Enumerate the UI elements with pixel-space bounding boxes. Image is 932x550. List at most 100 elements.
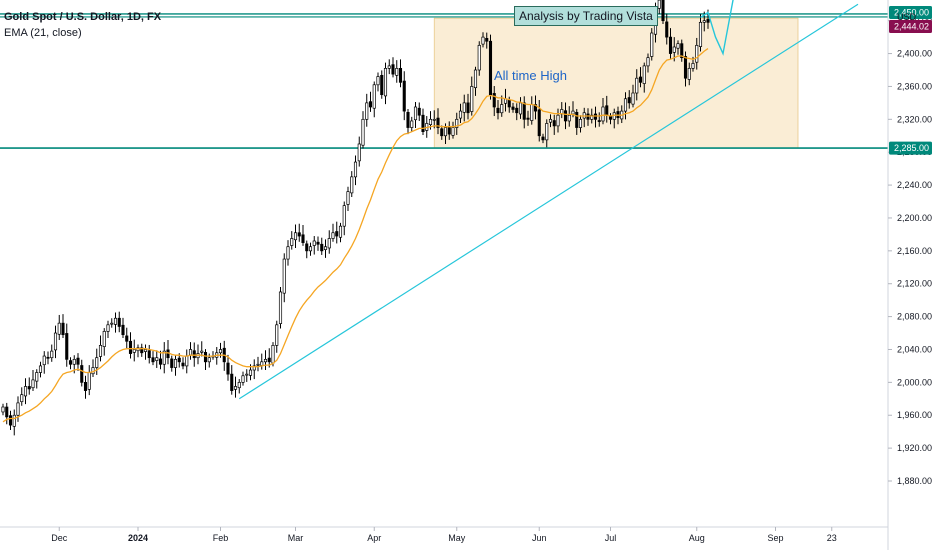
candle xyxy=(83,375,88,399)
candle-body xyxy=(383,68,388,97)
candle-body xyxy=(372,84,376,109)
candle xyxy=(20,387,24,406)
candle-body xyxy=(451,127,455,136)
candle xyxy=(361,111,365,149)
candle-body xyxy=(46,356,50,359)
candle-body xyxy=(256,363,260,366)
ascending-trendline xyxy=(238,3,859,400)
candle xyxy=(297,223,301,242)
candle-body xyxy=(106,324,110,332)
candle-body xyxy=(248,369,253,376)
candle xyxy=(646,53,650,73)
candle xyxy=(102,328,106,356)
candle-body xyxy=(417,107,421,116)
candle-body xyxy=(140,347,144,354)
candle-body xyxy=(571,110,575,115)
candle-body xyxy=(95,357,99,368)
price-label: 2,285.00 xyxy=(889,141,932,155)
candle-body xyxy=(578,118,583,128)
candle xyxy=(488,34,493,100)
candle-body xyxy=(376,76,380,86)
candle xyxy=(372,81,376,118)
candle xyxy=(147,344,151,364)
currency-label[interactable]: USD xyxy=(897,12,917,22)
candle xyxy=(65,323,69,367)
candle-body xyxy=(293,232,298,241)
candle-body xyxy=(698,21,703,47)
candle-body xyxy=(38,365,43,373)
candle xyxy=(143,344,148,360)
candle-body xyxy=(447,125,451,135)
candle-body xyxy=(496,107,500,114)
candle-body xyxy=(668,36,673,54)
candle xyxy=(650,28,654,61)
candle-body xyxy=(16,402,20,416)
candle xyxy=(320,237,324,255)
candle xyxy=(200,341,204,357)
candle xyxy=(496,100,500,120)
candle-body xyxy=(110,322,114,325)
price-label-bg xyxy=(889,19,932,33)
candle xyxy=(518,97,523,119)
candle-body xyxy=(695,44,699,63)
candle-body xyxy=(432,118,436,121)
candle xyxy=(125,327,129,349)
candle-body xyxy=(466,102,470,114)
candle xyxy=(117,311,121,333)
candle-body xyxy=(271,345,275,364)
candle-body xyxy=(646,57,650,67)
candle xyxy=(631,84,635,108)
candle-body xyxy=(365,102,369,120)
candle-body xyxy=(357,143,361,162)
candle xyxy=(481,32,485,48)
candle-body xyxy=(687,68,691,80)
y-tick-label: 1,920.00 xyxy=(897,443,932,453)
candle-body xyxy=(230,373,234,391)
candle xyxy=(312,236,316,255)
candle-body xyxy=(151,357,155,363)
candle-body xyxy=(608,116,613,120)
candle xyxy=(406,109,410,135)
analysis-banner: Analysis by Trading Vista xyxy=(514,6,658,26)
candle xyxy=(597,112,601,127)
candle xyxy=(477,41,481,76)
candle-body xyxy=(218,349,223,354)
candle-body xyxy=(170,358,174,368)
candle-body xyxy=(638,76,643,83)
candle xyxy=(140,343,144,357)
candle-body xyxy=(533,104,538,112)
candle xyxy=(23,378,28,405)
candle-body xyxy=(657,0,661,9)
candle-body xyxy=(631,92,635,105)
price-label-bg xyxy=(889,5,932,19)
candle xyxy=(323,239,328,258)
candle xyxy=(440,125,444,140)
candle xyxy=(237,379,241,394)
candle-body xyxy=(470,86,474,112)
candle xyxy=(128,332,133,359)
candle xyxy=(342,201,346,236)
candle-body xyxy=(267,357,271,363)
candle xyxy=(376,72,380,92)
candle-body xyxy=(642,65,646,84)
candle xyxy=(132,339,136,362)
candle xyxy=(380,70,384,99)
candle xyxy=(8,410,13,431)
candle xyxy=(267,348,271,368)
candle xyxy=(136,344,140,358)
candle xyxy=(548,114,553,128)
candle-body xyxy=(650,32,654,57)
candle-body xyxy=(155,357,159,361)
candle xyxy=(623,92,628,120)
candle xyxy=(338,222,343,243)
candle-body xyxy=(20,394,24,403)
candle xyxy=(98,335,103,362)
candle-body xyxy=(635,77,639,94)
candle xyxy=(421,108,425,135)
candle xyxy=(233,376,238,398)
candle-body xyxy=(113,317,118,325)
candle xyxy=(230,365,234,395)
candle-body xyxy=(8,415,13,426)
